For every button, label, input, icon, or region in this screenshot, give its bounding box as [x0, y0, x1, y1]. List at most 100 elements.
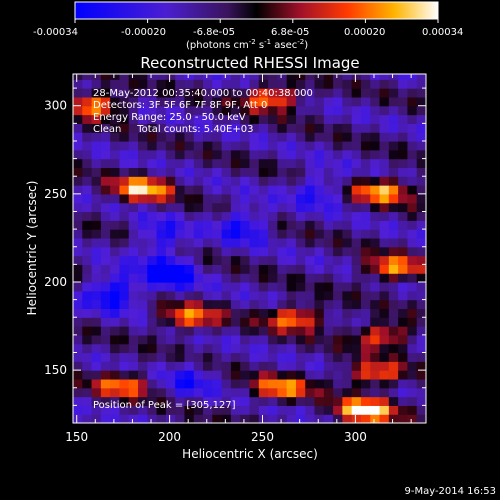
heatmap-cell	[268, 343, 278, 354]
heatmap-cell	[305, 299, 316, 310]
heatmap-cell	[147, 114, 158, 124]
heatmap-cell	[119, 167, 130, 177]
heatmap-cell	[175, 176, 186, 186]
heatmap-cell	[128, 361, 139, 371]
heatmap-cell	[407, 96, 418, 107]
heatmap-cell	[379, 96, 390, 107]
annotation-time-range: 28-May-2012 00:35:40.000 to 00:40:38.000	[93, 88, 313, 99]
heatmap-cell	[138, 255, 148, 265]
heatmap-cell	[73, 114, 83, 124]
heatmap-cell	[370, 378, 381, 389]
heatmap-cell	[323, 334, 334, 345]
heatmap-cell	[230, 387, 241, 398]
heatmap-cell	[147, 370, 158, 380]
heatmap-cell	[388, 79, 399, 89]
heatmap-cell	[110, 299, 121, 310]
heatmap-cell	[333, 149, 343, 160]
heatmap-cell	[138, 193, 148, 204]
heatmap-cell	[165, 299, 176, 310]
heatmap-cell	[240, 334, 251, 345]
heatmap-cell	[398, 299, 409, 310]
heatmap-cell	[379, 334, 390, 345]
heatmap-cell	[407, 414, 418, 423]
heatmap-cell	[370, 352, 381, 362]
heatmap-cell	[138, 326, 148, 336]
heatmap-cell	[258, 273, 269, 283]
heatmap-cell	[175, 237, 186, 248]
heatmap-cell	[203, 237, 213, 248]
heatmap-cell	[165, 281, 176, 292]
heatmap-cell	[82, 317, 93, 327]
heatmap-cell	[407, 308, 418, 318]
heatmap-cell	[221, 255, 232, 265]
heatmap-cell	[398, 114, 409, 124]
heatmap-cell	[230, 361, 241, 371]
heatmap-cell	[100, 88, 111, 98]
heatmap-cell	[91, 387, 102, 398]
heatmap-cell	[398, 158, 409, 169]
heatmap-cell	[286, 123, 297, 133]
heatmap-cell	[212, 79, 223, 89]
heatmap-cell	[388, 246, 399, 257]
heatmap-cell	[295, 211, 306, 221]
heatmap-cell	[193, 211, 204, 221]
heatmap-cell	[203, 149, 213, 160]
heatmap-cell	[379, 185, 390, 195]
heatmap-cell	[212, 96, 223, 107]
heatmap-cell	[305, 334, 316, 345]
heatmap-cell	[156, 334, 167, 345]
heatmap-cell	[175, 211, 186, 221]
heatmap-cell	[212, 237, 223, 248]
annotation-energy-range: Energy Range: 25.0 - 50.0 keV	[93, 112, 246, 123]
heatmap-cell	[388, 334, 399, 345]
heatmap-cell	[323, 299, 334, 310]
heatmap-cell	[333, 396, 343, 406]
heatmap-cell	[286, 114, 297, 124]
heatmap-cell	[184, 132, 195, 142]
heatmap-cell	[370, 211, 381, 221]
heatmap-cell	[416, 229, 426, 239]
heatmap-cell	[323, 370, 334, 380]
heatmap-cell	[314, 299, 325, 310]
heatmap-cell	[119, 220, 130, 230]
heatmap-cell	[240, 396, 251, 406]
heatmap-cell	[73, 308, 83, 318]
heatmap-cell	[360, 308, 371, 318]
heatmap-cell	[73, 387, 83, 398]
heatmap-cell	[119, 308, 130, 318]
heatmap-cell	[295, 326, 306, 336]
heatmap-cell	[193, 96, 204, 107]
heatmap-cell	[203, 370, 213, 380]
heatmap-cell	[416, 299, 426, 310]
heatmap-cell	[165, 255, 176, 265]
heatmap-cell	[165, 185, 176, 195]
heatmap-cell	[240, 299, 251, 310]
heatmap-cell	[91, 317, 102, 327]
heatmap-cell	[407, 202, 418, 213]
heatmap-cell	[398, 96, 409, 107]
heatmap-cell	[193, 176, 204, 186]
heatmap-cell	[314, 387, 325, 398]
heatmap-cell	[268, 96, 278, 107]
heatmap-cell	[286, 185, 297, 195]
heatmap-cell	[360, 176, 371, 186]
heatmap-cell	[110, 334, 121, 345]
heatmap-cell	[212, 405, 223, 415]
heatmap-cell	[277, 317, 288, 327]
heatmap-cell	[286, 220, 297, 230]
heatmap-cell	[175, 105, 186, 116]
heatmap-cell	[277, 105, 288, 116]
heatmap-cell	[268, 158, 278, 169]
heatmap-cell	[277, 158, 288, 169]
heatmap-cell	[230, 396, 241, 406]
heatmap-cell	[407, 317, 418, 327]
heatmap-cell	[268, 176, 278, 186]
heatmap-cell	[305, 202, 316, 213]
heatmap-cell	[305, 123, 316, 133]
heatmap-cell	[370, 361, 381, 371]
heatmap-cell	[249, 370, 260, 380]
heatmap-cell	[295, 290, 306, 301]
heatmap-cell	[295, 176, 306, 186]
heatmap-cell	[333, 299, 343, 310]
heatmap-cell	[82, 79, 93, 89]
